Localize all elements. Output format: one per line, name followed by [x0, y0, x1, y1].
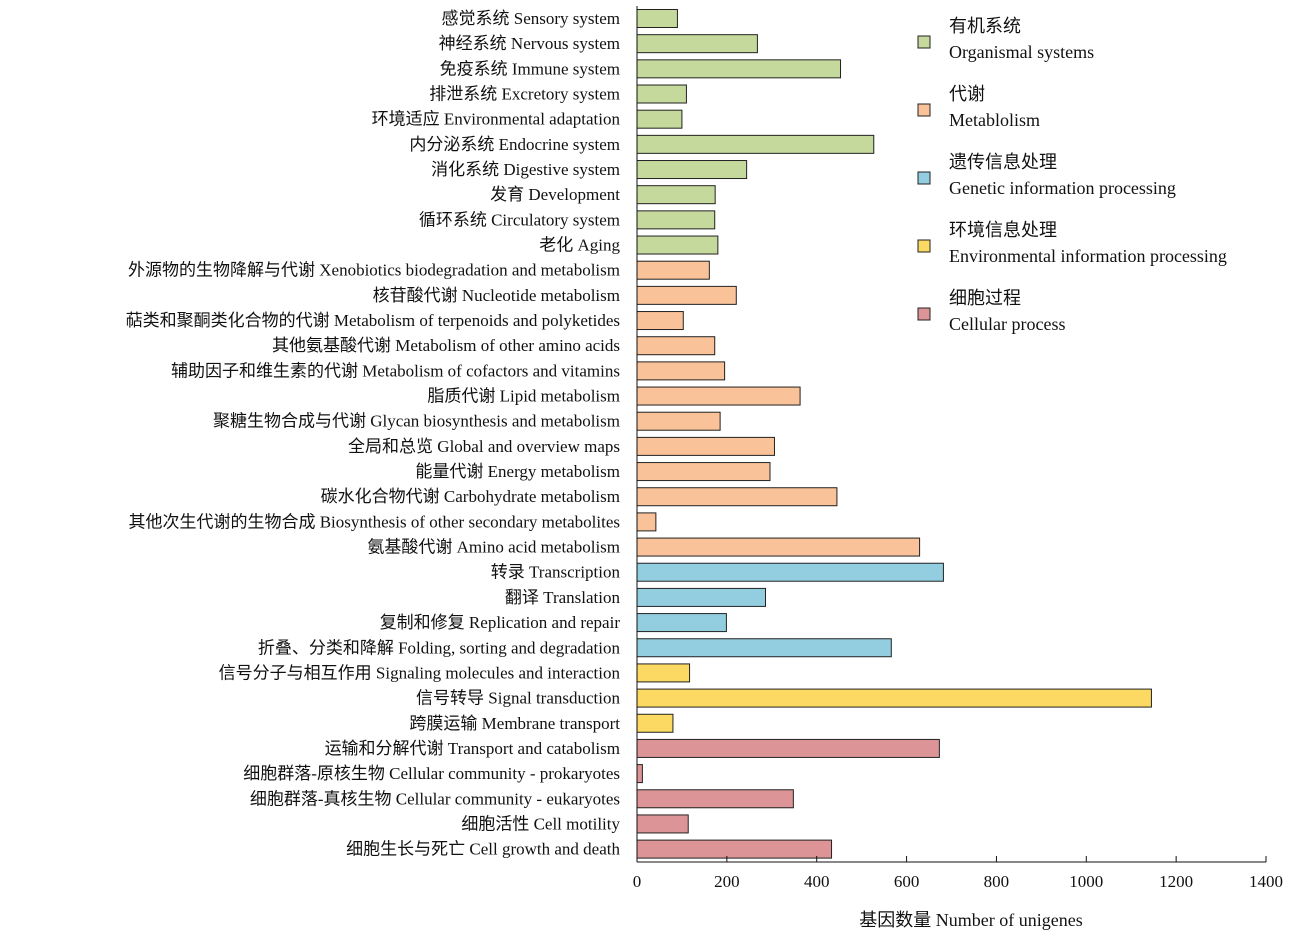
bar [636, 436, 775, 456]
legend-swatch [917, 239, 931, 253]
category-label: 细胞活性 Cell motility [461, 814, 620, 833]
bar [636, 512, 657, 532]
bar [636, 789, 794, 809]
category-label: 循环系统 Circulatory system [419, 210, 620, 229]
bar [636, 9, 678, 28]
bar [636, 235, 719, 255]
category-label: 全局和总览 Global and overview maps [348, 437, 620, 456]
bar [636, 562, 944, 582]
bars-layer [636, 9, 1152, 859]
x-tick-label: 1000 [1069, 872, 1103, 891]
bar [636, 59, 842, 79]
legend: 有机系统 Organismal systems 代谢 Metablolism 遗传信息处… [917, 16, 1227, 334]
bar [636, 311, 684, 331]
category-label: 细胞生长与死亡 Cell growth and death [346, 840, 620, 859]
bar [636, 260, 710, 280]
legend-label-cn: 细胞过程 [949, 288, 1021, 308]
x-tick-label: 200 [714, 872, 740, 891]
legend-swatch [917, 103, 931, 117]
category-label: 翻译 Translation [505, 588, 621, 607]
bar [636, 109, 683, 129]
category-label: 跨膜运输 Membrane transport [409, 714, 620, 733]
x-tick-label: 1400 [1249, 872, 1283, 891]
category-label: 免疫系统 Immune system [440, 59, 620, 78]
bar [636, 738, 940, 758]
legend-label-cn: 有机系统 [949, 16, 1021, 36]
category-label: 感觉系统 Sensory system [442, 9, 621, 28]
bar [636, 285, 737, 305]
legend-swatch [917, 307, 931, 321]
x-axis-title: 基因数量 Number of unigenes [859, 910, 1082, 930]
category-label: 老化 Aging [539, 236, 620, 255]
bar [636, 185, 716, 205]
legend-label-en: Metablolism [949, 110, 1040, 130]
legend-label-cn: 代谢 [949, 84, 985, 104]
category-label: 复制和修复 Replication and repair [380, 613, 621, 632]
category-label: 排泄系统 Excretory system [429, 85, 620, 104]
x-ticks: 0 200 400 600 800 1000 1200 1400 [633, 856, 1283, 891]
category-label: 细胞群落-真核生物 Cellular community - eukaryote… [250, 789, 620, 808]
x-tick-label: 800 [984, 872, 1010, 891]
category-label: 辅助因子和维生素的代谢 Metabolism of cofactors and … [171, 361, 620, 380]
bar [636, 587, 766, 607]
category-label: 其他氨基酸代谢 Metabolism of other amino acids [272, 336, 620, 355]
legend-swatch [917, 171, 931, 185]
category-label: 发育 Development [490, 185, 620, 204]
bar [636, 462, 771, 482]
category-label: 其他次生代谢的生物合成 Biosynthesis of other second… [128, 512, 620, 531]
category-label: 转录 Transcription [491, 563, 621, 582]
bar [636, 84, 687, 104]
bar [636, 411, 721, 431]
x-tick-label: 400 [804, 872, 830, 891]
category-label: 消化系统 Digestive system [431, 160, 620, 179]
bar [636, 814, 689, 834]
category-label: 氨基酸代谢 Amino acid metabolism [367, 538, 620, 557]
bar [636, 839, 833, 859]
category-labels: 感觉系统 Sensory system 神经系统 Nervous system 免疫… [126, 9, 621, 859]
category-label: 信号分子与相互作用 Signaling molecules and intera… [219, 663, 621, 682]
legend-label-cn: 遗传信息处理 [949, 152, 1057, 172]
category-label: 环境适应 Environmental adaptation [372, 110, 621, 129]
legend-label-en: Organismal systems [949, 42, 1094, 62]
bar [636, 361, 726, 381]
bar [636, 160, 748, 180]
legend-label-en: Cellular process [949, 314, 1065, 334]
bar [636, 487, 838, 507]
bar [636, 688, 1152, 708]
bar [636, 386, 801, 406]
x-axis [636, 6, 1266, 863]
legend-label-en: Environmental information processing [949, 246, 1227, 266]
x-tick-label: 0 [633, 872, 642, 891]
category-label: 内分泌系统 Endocrine system [409, 135, 620, 154]
x-tick-label: 600 [894, 872, 920, 891]
legend-label-cn: 环境信息处理 [949, 220, 1057, 240]
category-label: 聚糖生物合成与代谢 Glycan biosynthesis and metabo… [213, 412, 620, 431]
bar [636, 537, 921, 557]
bar [636, 336, 716, 356]
bar [636, 638, 892, 658]
bar [636, 764, 643, 784]
category-label: 外源物的生物降解与代谢 Xenobiotics biodegradation a… [128, 261, 620, 280]
bar [636, 134, 875, 154]
category-label: 萜类和聚酮类化合物的代谢 Metabolism of terpenoids an… [126, 311, 620, 330]
legend-label-en: Genetic information processing [949, 178, 1176, 198]
category-label: 碳水化合物代谢 Carbohydrate metabolism [321, 487, 620, 506]
legend-swatch [917, 35, 931, 49]
bar [636, 713, 674, 733]
category-label: 信号转导 Signal transduction [416, 689, 620, 708]
bar [636, 663, 691, 683]
bar [636, 210, 716, 230]
bar [636, 34, 758, 54]
category-label: 神经系统 Nervous system [439, 34, 620, 53]
category-label: 脂质代谢 Lipid metabolism [427, 387, 620, 406]
category-label: 折叠、分类和降解 Folding, sorting and degradatio… [258, 638, 621, 657]
category-label: 能量代谢 Energy metabolism [415, 462, 620, 481]
bar [636, 613, 727, 633]
category-label: 核苷酸代谢 Nucleotide metabolism [373, 286, 620, 305]
x-tick-label: 1200 [1159, 872, 1193, 891]
category-label: 运输和分解代谢 Transport and catabolism [325, 739, 620, 758]
category-label: 细胞群落-原核生物 Cellular community - prokaryot… [243, 764, 620, 783]
